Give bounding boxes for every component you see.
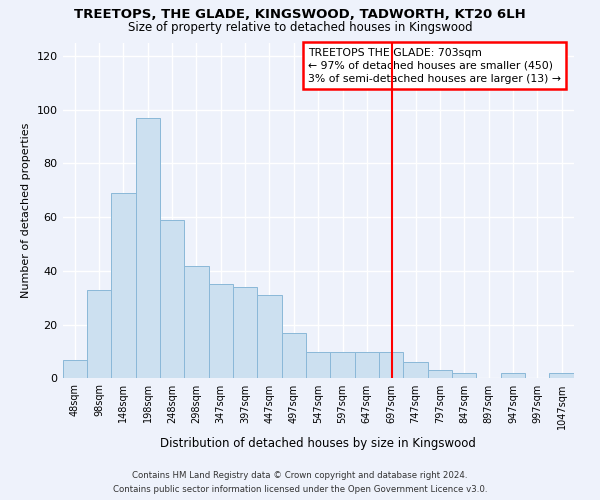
Y-axis label: Number of detached properties: Number of detached properties [21,123,31,298]
X-axis label: Distribution of detached houses by size in Kingswood: Distribution of detached houses by size … [160,437,476,450]
Bar [257,295,281,378]
Bar [111,193,136,378]
Bar [306,352,331,378]
Bar [331,352,355,378]
Bar [501,373,525,378]
Bar [160,220,184,378]
Bar [550,373,574,378]
Bar [233,287,257,378]
Bar [87,290,111,378]
Text: Size of property relative to detached houses in Kingswood: Size of property relative to detached ho… [128,21,472,34]
Text: TREETOPS, THE GLADE, KINGSWOOD, TADWORTH, KT20 6LH: TREETOPS, THE GLADE, KINGSWOOD, TADWORTH… [74,8,526,20]
Bar [136,118,160,378]
Text: TREETOPS THE GLADE: 703sqm
← 97% of detached houses are smaller (450)
3% of semi: TREETOPS THE GLADE: 703sqm ← 97% of deta… [308,48,561,84]
Bar [355,352,379,378]
Bar [184,266,209,378]
Bar [403,362,428,378]
Bar [209,284,233,378]
Bar [281,332,306,378]
Bar [452,373,476,378]
Bar [428,370,452,378]
Bar [62,360,87,378]
Text: Contains HM Land Registry data © Crown copyright and database right 2024.
Contai: Contains HM Land Registry data © Crown c… [113,472,487,494]
Bar [379,352,403,378]
